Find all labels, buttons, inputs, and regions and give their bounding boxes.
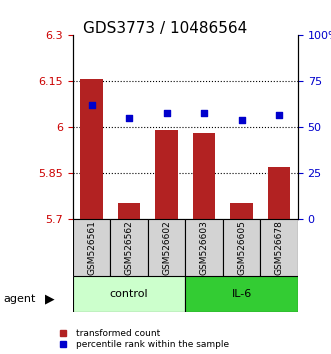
Text: IL-6: IL-6 [231, 289, 252, 299]
FancyBboxPatch shape [185, 219, 223, 276]
Text: GSM526603: GSM526603 [200, 220, 209, 275]
Text: GSM526605: GSM526605 [237, 220, 246, 275]
Point [164, 110, 169, 115]
Text: GSM526562: GSM526562 [124, 221, 134, 275]
Point [202, 110, 207, 115]
Text: agent: agent [3, 294, 36, 304]
FancyBboxPatch shape [185, 276, 298, 312]
FancyBboxPatch shape [110, 219, 148, 276]
Point [239, 117, 244, 123]
FancyBboxPatch shape [73, 276, 185, 312]
Point [126, 115, 132, 121]
Text: GDS3773 / 10486564: GDS3773 / 10486564 [83, 21, 248, 36]
Bar [268, 167, 290, 219]
Text: GSM526561: GSM526561 [87, 220, 96, 275]
FancyBboxPatch shape [223, 219, 260, 276]
Point [89, 103, 94, 108]
Text: ▶: ▶ [45, 293, 54, 306]
Bar [80, 79, 103, 219]
FancyBboxPatch shape [148, 219, 185, 276]
Text: control: control [110, 289, 148, 299]
Bar [155, 130, 178, 219]
Legend: transformed count, percentile rank within the sample: transformed count, percentile rank withi… [54, 329, 229, 349]
FancyBboxPatch shape [260, 219, 298, 276]
Bar [118, 202, 140, 219]
Text: GSM526678: GSM526678 [275, 220, 284, 275]
Bar [230, 202, 253, 219]
FancyBboxPatch shape [73, 219, 110, 276]
Bar [193, 133, 215, 219]
Text: GSM526602: GSM526602 [162, 221, 171, 275]
Point [276, 112, 282, 118]
